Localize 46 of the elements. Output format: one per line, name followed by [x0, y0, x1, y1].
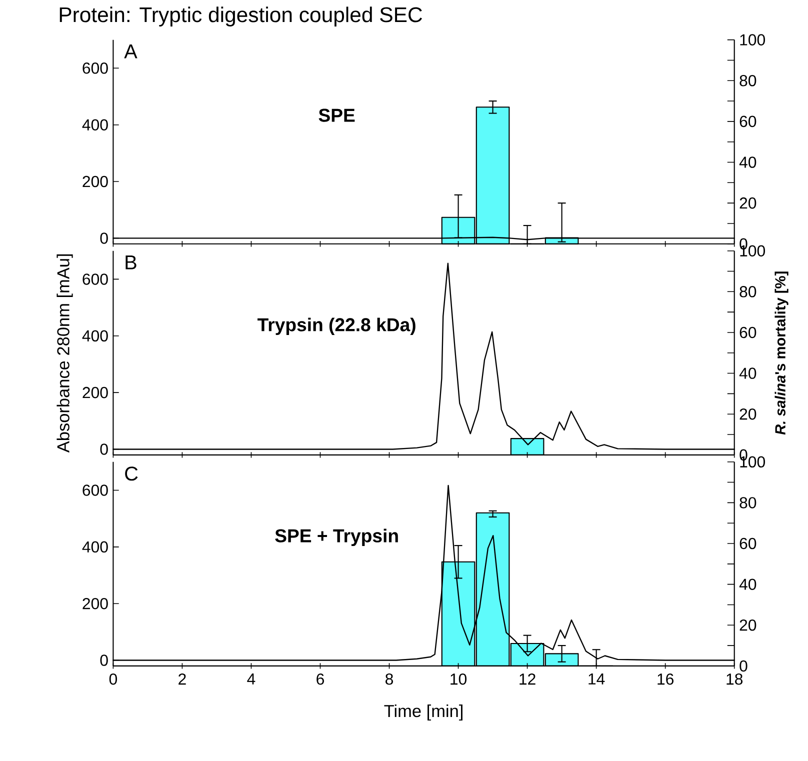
x-tick-label: 14	[588, 674, 605, 685]
annotation: B	[126, 256, 136, 270]
y-tick-label: 400	[82, 330, 108, 342]
y-tick-label: 0	[100, 654, 108, 666]
y-tick-label: 600	[82, 62, 108, 74]
y2-tick-label: 40	[739, 578, 756, 590]
x-tick-label: 18	[726, 674, 743, 685]
y2-tick-label: 80	[740, 75, 756, 86]
y2-tick-label: 80	[740, 286, 756, 298]
y2-tick-label: 60	[740, 116, 756, 128]
y-tick-label: 0	[100, 444, 108, 456]
x-tick-label: 12	[520, 674, 536, 685]
y-tick-label: 400	[82, 542, 108, 553]
y-tick-label: 600	[82, 484, 108, 496]
annotation: C	[125, 466, 138, 481]
y-tick-label: 200	[82, 387, 108, 398]
y2-tick-label: 20	[740, 620, 756, 631]
x-tick-label: 8	[386, 674, 393, 685]
x-tick-label: 2	[178, 674, 186, 685]
y2-tick-label: 40	[739, 156, 756, 168]
annotation: SPE + Trypsin	[275, 528, 398, 546]
x-tick-label: 16	[658, 674, 674, 685]
x-tick-label: 6	[316, 674, 324, 685]
y2-tick-label: 40	[739, 368, 756, 380]
y-tick-label: 200	[82, 176, 108, 188]
y-tick-label: 600	[82, 274, 108, 286]
y2-tick-label: 20	[740, 198, 756, 209]
y2-tick-label: 60	[740, 538, 756, 550]
x-tick-label: 10	[450, 674, 467, 685]
y-axis-title: Absorbance 280nm [mAu]	[56, 254, 73, 453]
y2-tick-label: 60	[740, 327, 756, 338]
y2-tick-label: 80	[740, 497, 756, 509]
x-axis-title: Time [min]	[384, 704, 462, 721]
annotation: A	[124, 44, 138, 58]
y2-tick-label: 100	[740, 34, 765, 46]
annotation: SPE	[318, 108, 355, 122]
y-tick-label: 400	[82, 119, 108, 131]
y2-tick-label: 0	[740, 660, 748, 672]
annotation: Trypsin (22.8 kDa)	[257, 318, 416, 336]
chart-title: Protein: Tryptic digestion coupled SEC	[60, 6, 422, 27]
y2-tick-label: 20	[740, 408, 756, 420]
y-tick-label: 200	[82, 598, 108, 610]
y2-axis-title: R. salina's mortality [%]	[774, 272, 788, 435]
x-tick-label: 0	[109, 674, 118, 685]
y-tick-label: 0	[100, 232, 108, 244]
x-tick-label: 4	[247, 674, 256, 685]
